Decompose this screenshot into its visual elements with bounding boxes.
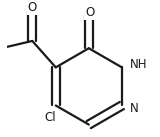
Text: NH: NH xyxy=(130,58,147,71)
Text: Cl: Cl xyxy=(45,112,56,125)
Text: N: N xyxy=(130,102,139,115)
Text: O: O xyxy=(85,6,94,19)
Text: O: O xyxy=(28,1,37,14)
